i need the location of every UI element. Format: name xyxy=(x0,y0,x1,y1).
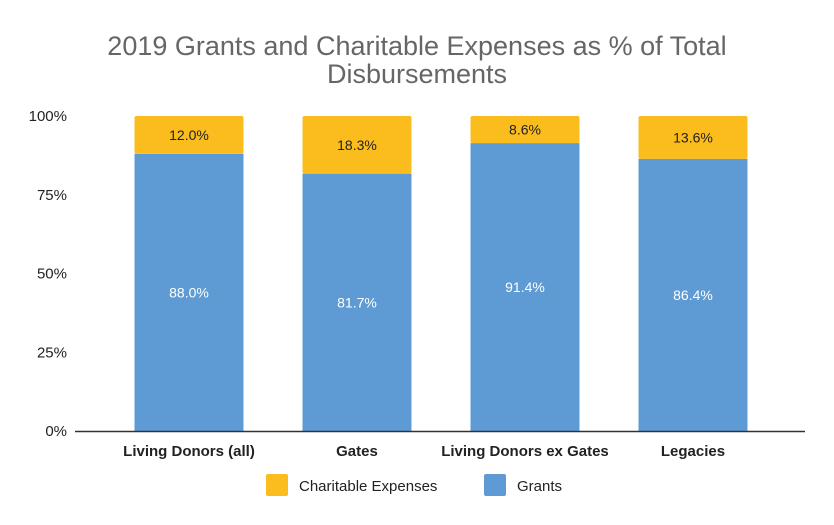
bar-charitable-expenses xyxy=(470,116,580,144)
bar-charitable-expenses xyxy=(134,116,244,154)
x-category-label: Living Donors ex Gates xyxy=(441,443,609,460)
data-label-grants: 81.7% xyxy=(337,294,377,310)
legend-swatch xyxy=(266,474,288,496)
bar-charitable-expenses xyxy=(302,116,412,174)
bar-grants xyxy=(134,153,244,432)
y-tick-label: 0% xyxy=(45,423,67,440)
legend-swatch xyxy=(484,474,506,496)
bar-grants xyxy=(302,173,412,431)
y-tick-label: 50% xyxy=(37,266,67,283)
legend-label: Grants xyxy=(517,478,562,495)
x-category-label: Legacies xyxy=(661,443,725,460)
bar-grants xyxy=(470,143,580,431)
legend-label: Charitable Expenses xyxy=(299,478,437,495)
bar-grants xyxy=(638,158,748,431)
data-label-grants: 88.0% xyxy=(169,284,209,300)
y-tick-label: 25% xyxy=(37,344,67,361)
x-category-label: Gates xyxy=(336,443,378,460)
chart-title-line-1: 2019 Grants and Charitable Expenses as %… xyxy=(107,31,727,61)
data-label-charitable-expenses: 12.0% xyxy=(169,127,209,143)
x-category-label: Living Donors (all) xyxy=(123,443,255,460)
data-label-charitable-expenses: 8.6% xyxy=(509,122,541,138)
data-label-charitable-expenses: 18.3% xyxy=(337,137,377,153)
y-tick-label: 100% xyxy=(29,108,67,125)
data-label-grants: 91.4% xyxy=(505,279,545,295)
data-label-charitable-expenses: 13.6% xyxy=(673,129,713,145)
y-tick-label: 75% xyxy=(37,187,67,204)
bar-charitable-expenses xyxy=(638,116,748,159)
chart-title: 2019 Grants and Charitable Expenses as %… xyxy=(0,32,834,88)
chart-title-line-2: Disbursements xyxy=(326,59,508,89)
data-label-grants: 86.4% xyxy=(673,287,713,303)
